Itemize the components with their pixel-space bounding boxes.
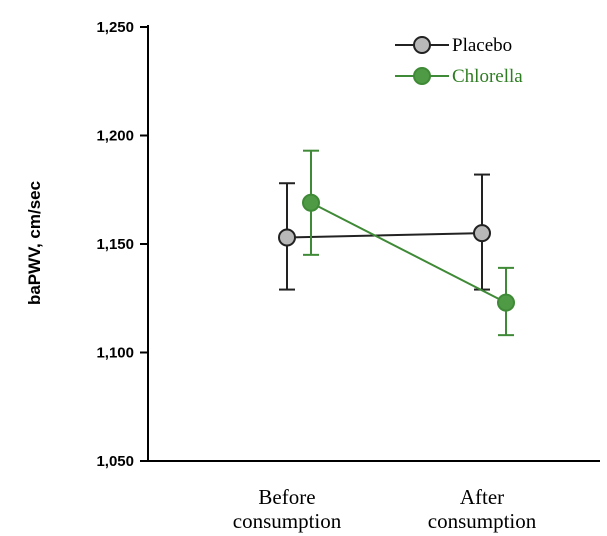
- x-category-label: Before: [258, 485, 315, 509]
- series-line: [286, 232, 483, 239]
- legend-label: Placebo: [452, 35, 512, 56]
- legend: Placebo Chlorella: [395, 35, 523, 87]
- data-point: [302, 193, 320, 212]
- axes: [147, 25, 600, 462]
- series-chlorella: [302, 149, 515, 337]
- legend-label: Chlorella: [452, 66, 523, 87]
- series-line: [310, 201, 507, 304]
- x-category-label: After: [460, 485, 504, 509]
- y-axis-label: baPWV, cm/sec: [25, 181, 44, 305]
- data-point: [473, 224, 491, 243]
- legend-marker: [413, 36, 431, 54]
- y-tick-label: 1,150: [96, 236, 134, 253]
- y-tick-label: 1,200: [96, 128, 134, 145]
- legend-item-placebo: Placebo: [395, 35, 512, 56]
- data-point: [497, 293, 515, 312]
- x-category-label: consumption: [428, 509, 537, 533]
- y-tick-label: 1,250: [96, 19, 134, 36]
- y-tick-label: 1,050: [96, 453, 134, 470]
- series-group: [278, 149, 515, 337]
- legend-item-chlorella: Chlorella: [395, 66, 523, 87]
- y-tick-label: 1,100: [96, 345, 134, 362]
- data-point: [278, 228, 296, 247]
- x-category-label: consumption: [233, 509, 342, 533]
- legend-marker: [413, 67, 431, 85]
- y-ticks: 1,050 1,100 1,150 1,200 1,250: [96, 19, 148, 470]
